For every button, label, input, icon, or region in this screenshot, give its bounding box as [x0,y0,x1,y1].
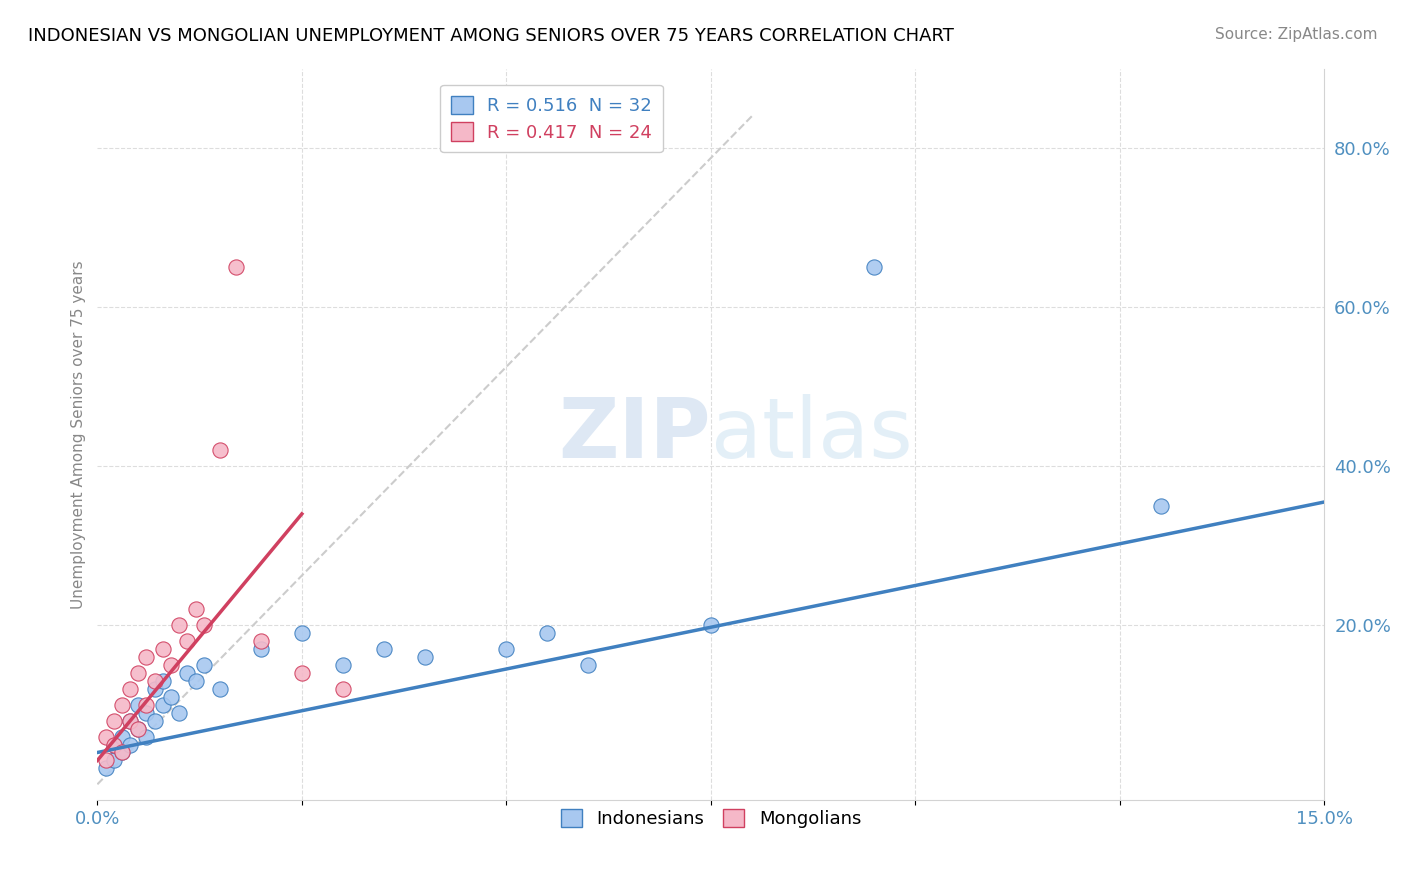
Point [193,658,215,673]
Point [120,714,142,728]
Point [111,698,134,712]
Point [135,650,157,665]
Point [176,634,198,648]
Point [103,738,125,752]
Point [135,730,157,744]
Point [209,681,232,696]
Point [209,443,232,458]
Point [863,260,886,275]
Point [103,754,125,768]
Point [193,618,215,632]
Point [111,746,134,760]
Legend: Indonesians, Mongolians: Indonesians, Mongolians [554,801,869,835]
Text: ZIP: ZIP [558,394,711,475]
Point [700,618,723,632]
Point [103,714,125,728]
Point [167,618,190,632]
Point [143,681,166,696]
Point [94,761,117,775]
Point [152,698,174,712]
Point [120,681,142,696]
Point [94,754,117,768]
Point [94,730,117,744]
Text: atlas: atlas [711,394,912,475]
Point [120,738,142,752]
Point [152,642,174,657]
Point [176,665,198,680]
Point [103,738,125,752]
Point [120,714,142,728]
Point [152,673,174,688]
Point [143,673,166,688]
Point [373,642,395,657]
Point [167,706,190,720]
Point [127,665,149,680]
Point [332,658,354,673]
Point [250,634,273,648]
Y-axis label: Unemployment Among Seniors over 75 years: Unemployment Among Seniors over 75 years [72,260,86,608]
Point [160,690,183,704]
Point [250,642,273,657]
Point [225,260,247,275]
Text: Source: ZipAtlas.com: Source: ZipAtlas.com [1215,27,1378,42]
Point [135,698,157,712]
Point [111,730,134,744]
Point [536,626,558,640]
Point [111,746,134,760]
Point [127,722,149,736]
Point [332,681,354,696]
Point [127,698,149,712]
Point [135,706,157,720]
Text: INDONESIAN VS MONGOLIAN UNEMPLOYMENT AMONG SENIORS OVER 75 YEARS CORRELATION CHA: INDONESIAN VS MONGOLIAN UNEMPLOYMENT AMO… [28,27,955,45]
Point [495,642,517,657]
Point [160,658,183,673]
Point [413,650,436,665]
Point [576,658,599,673]
Point [291,626,314,640]
Point [184,673,207,688]
Point [1150,499,1173,513]
Point [291,665,314,680]
Point [127,722,149,736]
Point [143,714,166,728]
Point [184,602,207,616]
